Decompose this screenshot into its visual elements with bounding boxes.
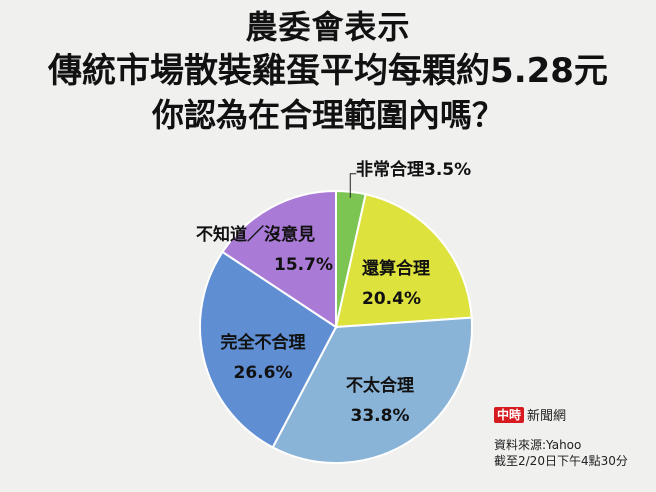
slice-label-reasonable: 還算合理 20.4% <box>362 259 430 309</box>
leader-line-very-reasonable <box>349 173 357 198</box>
brand-logo: 中時 新聞網 <box>494 405 566 424</box>
pie-slice-1 <box>334 193 473 329</box>
pie-slice-4 <box>221 189 337 329</box>
pie-slice-3 <box>199 250 338 449</box>
chart-title: 農委會表示 傳統市場散裝雞蛋平均每顆約5.28元 你認為在合理範圍內嗎？ <box>0 6 656 136</box>
slice-label-very-reasonable: 非常合理3.5% <box>356 160 472 180</box>
title-line-2: 傳統市場散裝雞蛋平均每顆約5.28元 <box>48 51 608 91</box>
brand-name: 新聞網 <box>527 409 567 424</box>
brand-badge: 中時 <box>494 406 525 423</box>
slice-label-no-opinion: 不知道／沒意見 15.7% <box>196 225 333 275</box>
source-line-1: 資料來源:Yahoo <box>494 438 582 452</box>
slice-label-not-very-reasonable: 不太合理 33.8% <box>346 376 414 426</box>
title-line-3: 你認為在合理範圍內嗎？ <box>151 96 504 134</box>
source-line-2: 截至2/20日下午4點30分 <box>494 454 628 468</box>
title-line-1: 農委會表示 <box>245 8 411 46</box>
slice-label-completely-unreasonable: 完全不合理 26.6% <box>220 333 306 383</box>
source-note: 資料來源:Yahoo 截至2/20日下午4點30分 <box>494 437 628 469</box>
